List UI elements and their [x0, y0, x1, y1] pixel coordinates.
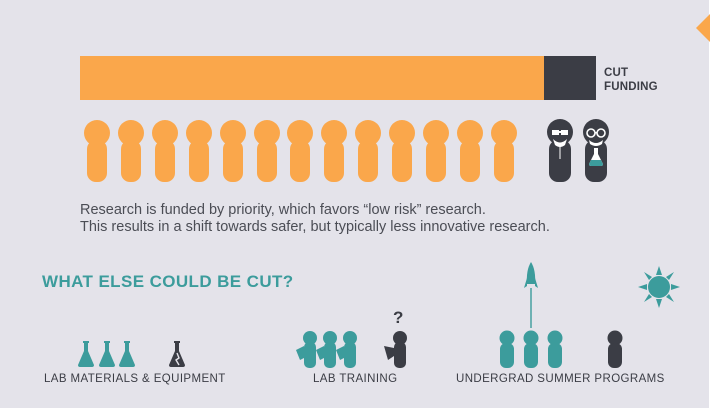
funded-researcher-icon [320, 120, 348, 182]
funded-researcher-icon [185, 120, 213, 182]
cut-student-icon [607, 330, 623, 368]
cut-funding-bar [544, 56, 596, 100]
page-bottom-edge [0, 408, 712, 411]
cut-funding-label-line2: FUNDING [604, 81, 658, 93]
flask-icon [99, 341, 115, 367]
funded-researcher-icon [422, 120, 450, 182]
broken-flask-icon [169, 341, 185, 367]
category-label-undergrad-programs: UNDERGRAD SUMMER PROGRAMS [456, 373, 665, 385]
funded-researcher-icon [354, 120, 382, 182]
cut-researcher-bald-icon [547, 119, 573, 182]
cut-funding-label: CUT FUNDING [604, 66, 684, 94]
funded-researcher-icon [490, 120, 518, 182]
funded-researcher-icon [151, 120, 179, 182]
funded-researcher-icon [83, 120, 111, 182]
funded-researcher-icon [117, 120, 145, 182]
funded-researcher-icon [286, 120, 314, 182]
what-else-heading: WHAT ELSE COULD BE CUT? [42, 272, 294, 291]
category-label-lab-materials: LAB MATERIALS & EQUIPMENT [44, 373, 226, 385]
page-right-edge [709, 0, 712, 411]
question-mark: ? [393, 308, 404, 327]
arrow-left-icon[interactable] [696, 14, 710, 42]
cut-funding-label-line1: CUT [604, 67, 629, 79]
funded-bar [80, 56, 544, 100]
flask-icon [78, 341, 94, 367]
funded-researcher-icon [388, 120, 416, 182]
funded-researcher-icon [219, 120, 247, 182]
description-line-1: Research is funded by priority, which fa… [80, 202, 486, 218]
funded-researcher-icon [456, 120, 484, 182]
description-line-2: This results in a shift towards safer, b… [80, 219, 550, 235]
trainee-icon [296, 331, 357, 368]
sun-icon [638, 266, 680, 308]
cut-researcher-glasses-icon [583, 119, 609, 182]
student-icon [499, 330, 563, 368]
rocket-icon [524, 262, 538, 328]
description: Research is funded by priority, which fa… [80, 202, 640, 236]
funded-researcher-icon [253, 120, 281, 182]
funded-researchers-row [80, 120, 520, 182]
category-label-lab-training: LAB TRAINING [313, 373, 398, 385]
flask-icon [119, 341, 135, 367]
trainer-icon [384, 331, 407, 368]
